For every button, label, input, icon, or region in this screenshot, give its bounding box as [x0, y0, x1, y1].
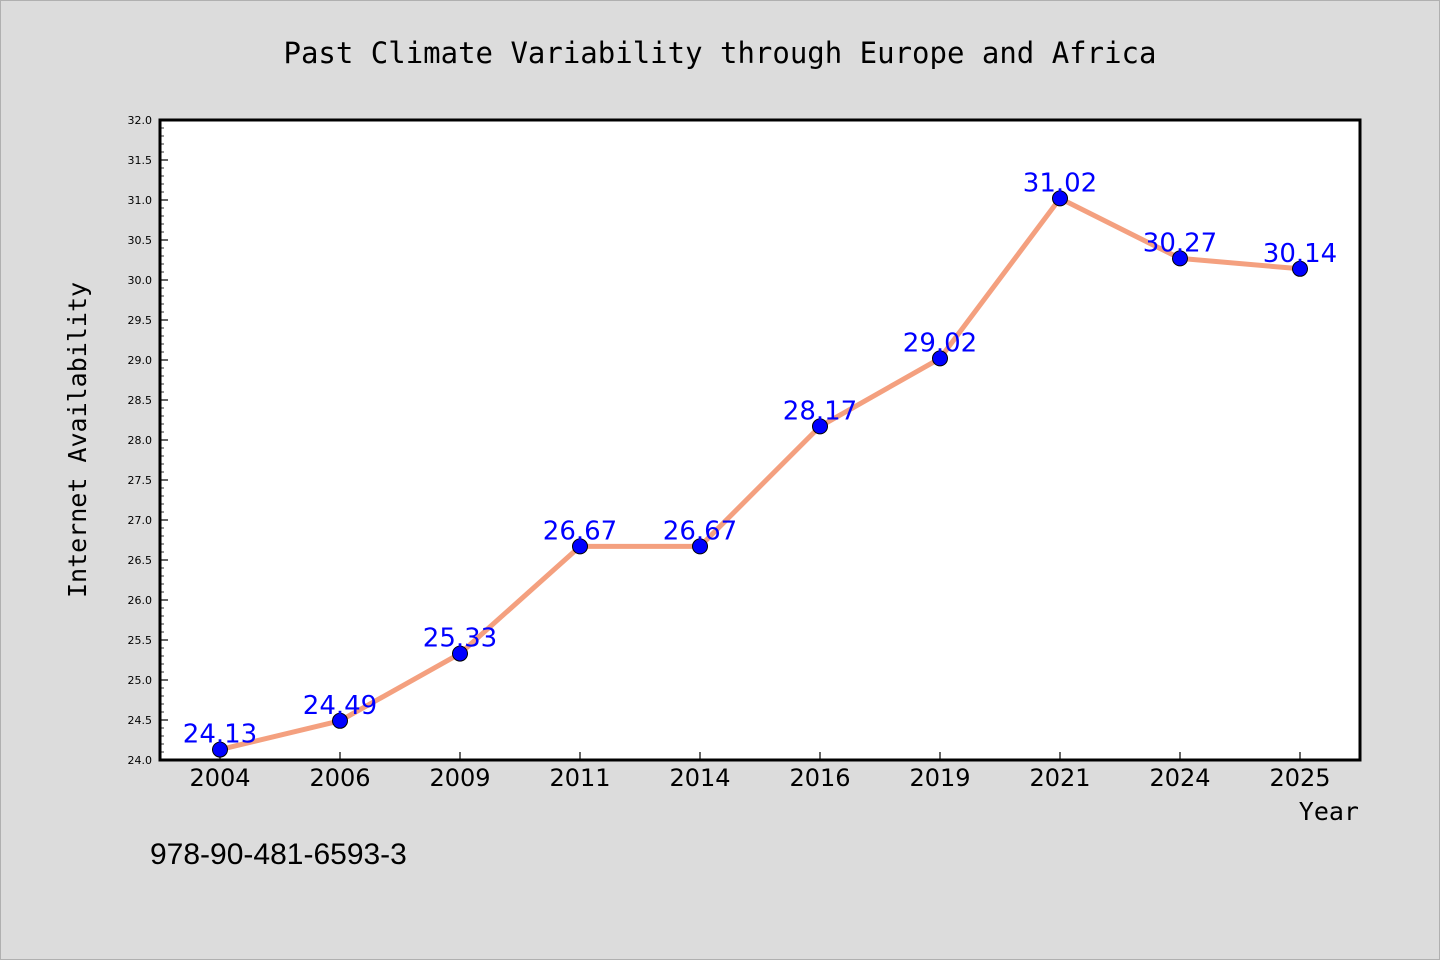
- y-tick-label: 31.0: [128, 194, 153, 207]
- data-points: [212, 190, 1308, 758]
- y-tick-label: 28.5: [128, 394, 153, 407]
- x-axis-label: Year: [1299, 797, 1359, 826]
- data-label: 25.33: [423, 624, 497, 654]
- y-tick-label: 26.0: [128, 594, 153, 607]
- y-tick-label: 29.0: [128, 354, 153, 367]
- data-labels: 24.13 24.49 25.33 26.67 26.67 28.17 29.02 31.02…: [183, 168, 1337, 749]
- data-point: [1172, 250, 1188, 267]
- data-point: [812, 418, 828, 435]
- chart-title: Past Climate Variability through Europe …: [284, 36, 1157, 70]
- x-tick-label: 2004: [189, 764, 250, 792]
- data-label: 29.02: [903, 328, 977, 358]
- isbn-text: 978-90-481-6593-3: [150, 838, 407, 871]
- x-tick-label: 2014: [669, 764, 730, 792]
- y-axis-label: Internet Availability: [63, 282, 92, 598]
- data-point: [1292, 260, 1308, 277]
- data-label: 24.49: [303, 691, 377, 721]
- data-label: 28.17: [783, 396, 857, 426]
- y-tick-label: 29.5: [128, 314, 153, 327]
- x-tick-label: 2006: [309, 764, 370, 792]
- x-tick-label: 2025: [1269, 764, 1330, 792]
- data-label: 30.27: [1143, 228, 1217, 258]
- data-point: [212, 741, 228, 758]
- data-point: [932, 350, 948, 367]
- x-axis: 2004 2006 2009 2011 2014 2016 2019 2021 2024 2025: [189, 752, 1331, 792]
- data-label: 30.14: [1263, 239, 1337, 269]
- y-tick-label: 30.5: [128, 234, 153, 247]
- y-tick-label: 25.0: [128, 674, 153, 687]
- data-point: [692, 538, 708, 555]
- y-tick-label: 30.0: [128, 274, 153, 287]
- y-tick-label: 24.0: [128, 754, 153, 767]
- y-tick-label: 28.0: [128, 434, 153, 447]
- y-tick-label: 24.5: [128, 714, 153, 727]
- data-label: 26.67: [543, 516, 617, 546]
- x-tick-label: 2016: [789, 764, 850, 792]
- data-label: 24.13: [183, 720, 257, 750]
- data-point: [332, 712, 348, 729]
- data-label: 26.67: [663, 516, 737, 546]
- x-tick-label: 2021: [1029, 764, 1090, 792]
- y-axis: 24.0 24.5 25.0 25.5 26.0 26.5 27.0 27.5 28.0 28.5…: [128, 114, 168, 767]
- data-label: 31.02: [1023, 168, 1097, 198]
- y-tick-label: 26.5: [128, 554, 153, 567]
- plot-area: [158, 118, 1362, 762]
- y-tick-label: 27.5: [128, 474, 153, 487]
- y-tick-label: 32.0: [128, 114, 153, 127]
- data-point: [452, 645, 468, 662]
- series-line: [217, 195, 1303, 753]
- y-tick-label: 31.5: [128, 154, 153, 167]
- x-tick-label: 2011: [549, 764, 610, 792]
- y-tick-label: 25.5: [128, 634, 153, 647]
- data-point: [1052, 190, 1068, 207]
- y-tick-label: 27.0: [128, 514, 153, 527]
- series-polyline: [217, 195, 1303, 753]
- x-tick-label: 2009: [429, 764, 490, 792]
- data-point: [572, 538, 588, 555]
- x-tick-label: 2019: [909, 764, 970, 792]
- x-tick-label: 2024: [1149, 764, 1210, 792]
